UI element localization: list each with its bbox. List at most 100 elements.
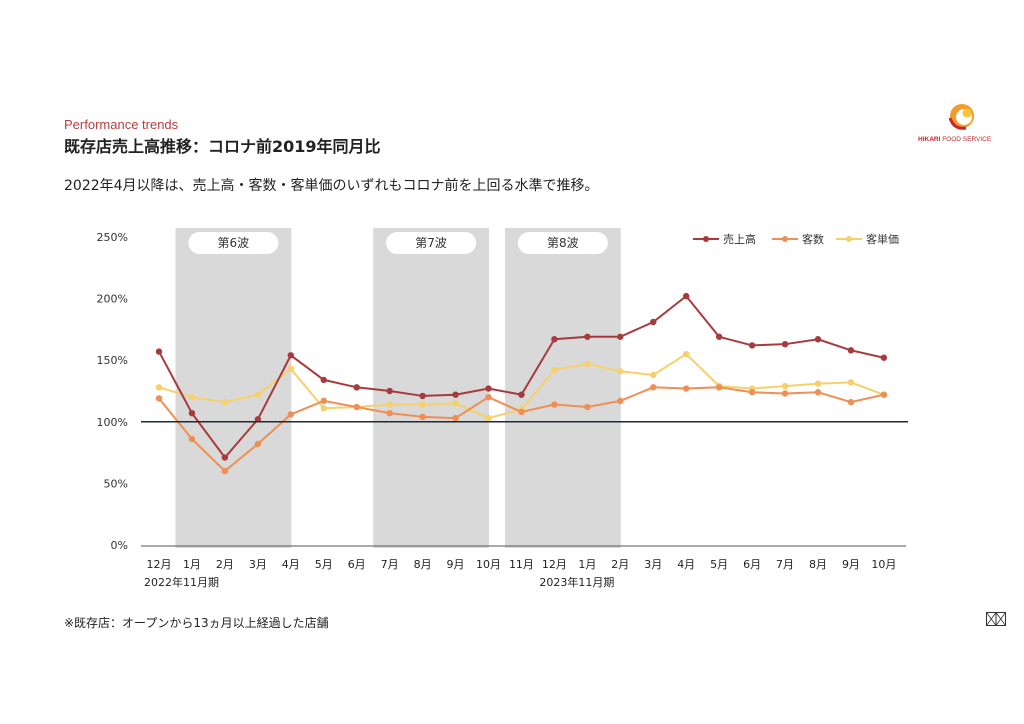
data-point xyxy=(847,347,855,354)
data-point xyxy=(650,318,657,326)
data-point xyxy=(452,414,459,422)
data-point xyxy=(221,454,229,461)
data-point xyxy=(847,379,855,386)
legend-swatch-point xyxy=(782,236,788,242)
data-point xyxy=(650,384,657,391)
data-point xyxy=(617,397,624,405)
data-point xyxy=(155,348,163,355)
x-tick-label: 1月 xyxy=(578,558,596,571)
data-point xyxy=(880,354,888,361)
data-point xyxy=(287,365,294,373)
data-point xyxy=(221,467,229,475)
y-tick-label: 150% xyxy=(97,354,128,367)
wave-label-pill xyxy=(386,232,477,254)
data-point xyxy=(419,401,426,408)
logo-brand: HIKARI xyxy=(918,136,941,143)
data-point xyxy=(880,391,888,398)
data-point xyxy=(781,340,789,348)
data-point xyxy=(386,401,393,408)
data-point xyxy=(287,411,294,418)
data-point xyxy=(188,393,196,401)
period-label: 2022年11月期 xyxy=(144,575,219,589)
data-point xyxy=(188,435,196,443)
wave-band xyxy=(373,228,489,548)
data-point xyxy=(320,405,327,412)
period-label: 2023年11月期 xyxy=(539,575,614,589)
wave-label-pill xyxy=(517,232,608,254)
legend-label: 売上高 xyxy=(723,232,756,246)
x-tick-label: 2月 xyxy=(216,558,234,571)
x-tick-label: 6月 xyxy=(743,558,761,571)
legend-swatch-point xyxy=(846,236,852,242)
logo-rest: FOOD SERVICE xyxy=(940,136,992,143)
x-tick-label: 1月 xyxy=(183,558,201,571)
data-point xyxy=(386,387,393,395)
data-point xyxy=(485,414,492,422)
x-tick-label: 10月 xyxy=(871,558,896,571)
data-point xyxy=(781,382,789,390)
x-tick-label: 8月 xyxy=(414,558,432,571)
data-point xyxy=(485,393,492,401)
data-point xyxy=(353,384,360,391)
legend-label: 客数 xyxy=(802,232,824,246)
y-tick-label: 100% xyxy=(97,416,128,429)
x-tick-label: 5月 xyxy=(710,558,728,571)
grid-mark-icon xyxy=(986,612,1006,626)
data-point xyxy=(386,409,393,417)
data-point xyxy=(650,371,657,379)
lead-text: 2022年4月以降は、売上高・客数・客単価のいずれもコロナ前を上回る水準で推移。 xyxy=(64,178,599,194)
data-point xyxy=(452,400,459,407)
y-tick-label: 50% xyxy=(104,477,128,490)
data-point xyxy=(748,389,756,396)
x-tick-label: 3月 xyxy=(644,558,662,571)
data-point xyxy=(155,384,163,391)
x-tick-label: 12月 xyxy=(542,558,567,571)
footnote: ※既存店：オープンから13ヵ月以上経過した店舗 xyxy=(64,616,329,630)
data-point xyxy=(551,401,558,408)
data-point xyxy=(452,391,459,398)
data-point xyxy=(683,385,690,392)
data-point xyxy=(781,390,789,397)
hikari-sun-logo xyxy=(948,104,974,130)
x-tick-label: 7月 xyxy=(381,558,399,571)
y-tick-label: 200% xyxy=(97,293,128,306)
wave-label: 第8波 xyxy=(547,236,579,250)
data-point xyxy=(584,333,591,340)
data-point xyxy=(320,397,327,405)
x-tick-label: 3月 xyxy=(249,558,267,571)
legend-label: 客単価 xyxy=(866,232,899,246)
data-point xyxy=(287,352,294,359)
data-point xyxy=(683,350,690,358)
data-point xyxy=(617,333,624,340)
data-point xyxy=(353,403,360,411)
data-point xyxy=(715,333,723,340)
data-point xyxy=(715,384,723,391)
data-point xyxy=(814,336,822,343)
data-point xyxy=(748,342,756,349)
data-point xyxy=(814,380,822,387)
data-point xyxy=(188,409,196,417)
x-tick-label: 6月 xyxy=(348,558,366,571)
page-title: 既存店売上高推移：コロナ前2019年同月比 xyxy=(64,137,381,156)
wave-band xyxy=(175,228,292,548)
subtitle-en: Performance trends xyxy=(64,117,179,132)
wave-band xyxy=(504,228,621,548)
x-tick-label: 5月 xyxy=(315,558,333,571)
x-tick-label: 8月 xyxy=(809,558,827,571)
data-point xyxy=(155,395,163,402)
data-point xyxy=(419,413,426,421)
legend-swatch-point xyxy=(703,236,709,242)
data-point xyxy=(551,366,558,374)
x-tick-label: 9月 xyxy=(842,558,860,571)
data-point xyxy=(254,440,262,448)
wave-label: 第6波 xyxy=(218,236,250,250)
logo-text: HIKARI FOOD SERVICE xyxy=(918,136,991,143)
x-tick-label: 2月 xyxy=(611,558,629,571)
data-point xyxy=(617,368,624,375)
x-tick-label: 11月 xyxy=(509,558,534,571)
data-point xyxy=(518,391,525,398)
y-tick-label: 0% xyxy=(111,539,128,552)
data-point xyxy=(584,403,591,411)
data-point xyxy=(814,389,822,396)
